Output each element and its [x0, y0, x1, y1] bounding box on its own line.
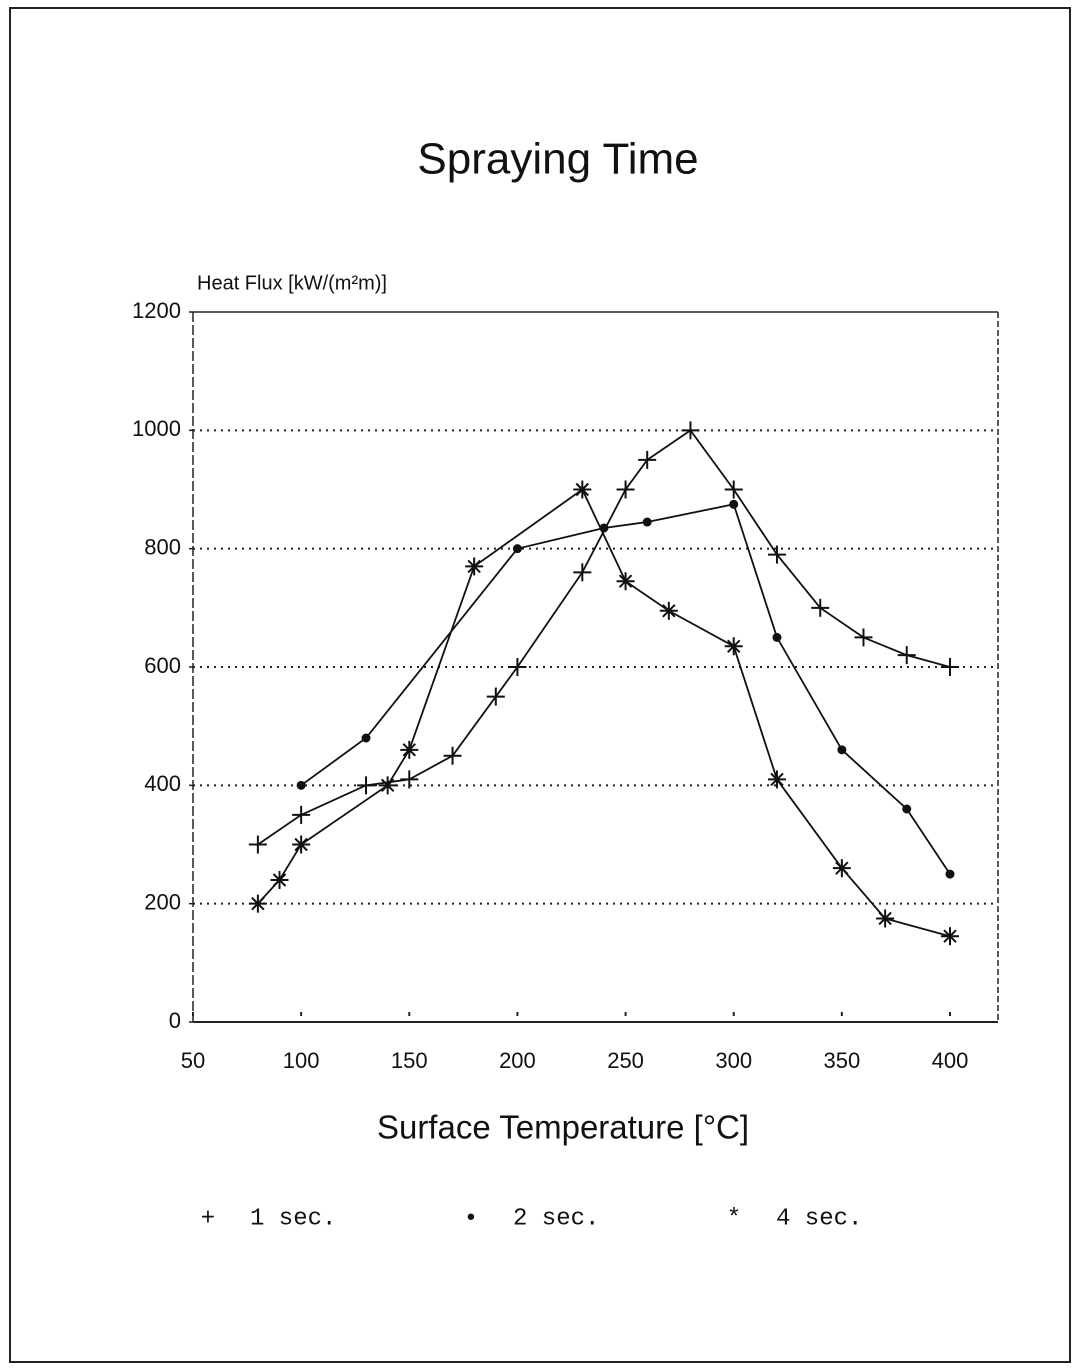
data-point — [767, 770, 786, 789]
marker-stroke — [770, 772, 784, 787]
dot-marker — [945, 869, 955, 879]
data-point — [876, 909, 895, 928]
data-point — [659, 601, 678, 620]
series-line — [300, 503, 951, 875]
dot-marker — [772, 632, 782, 642]
legend-label: 2 sec. — [513, 1205, 599, 1232]
legend-label: 4 sec. — [776, 1205, 862, 1232]
data-point — [378, 776, 397, 795]
data-point — [724, 480, 743, 499]
y-tick-label: 200 — [144, 889, 181, 914]
data-point — [724, 637, 743, 656]
marker-stroke — [878, 911, 892, 926]
marker-stroke — [575, 482, 590, 497]
chart-title: Spraying Time — [417, 135, 698, 184]
data-point — [772, 632, 782, 642]
data-point — [357, 776, 376, 795]
x-tick-label: 350 — [823, 1048, 860, 1073]
data-point — [767, 545, 786, 564]
data-point — [902, 804, 912, 814]
x-tick-label: 300 — [715, 1048, 752, 1073]
data-point — [616, 572, 635, 591]
marker-stroke — [662, 604, 676, 618]
y-tick-label: 400 — [144, 771, 181, 796]
data-point — [443, 746, 462, 765]
dot-marker — [837, 745, 847, 755]
marker-stroke — [272, 873, 287, 887]
data-point — [832, 859, 851, 878]
x-tick-label: 100 — [283, 1048, 320, 1073]
y-tick-label: 800 — [144, 534, 181, 559]
data-point — [361, 733, 371, 743]
data-point — [729, 499, 739, 509]
marker-stroke — [402, 743, 416, 757]
series-line — [257, 488, 951, 938]
marker-stroke — [251, 896, 265, 911]
y-tick-label: 1200 — [132, 298, 181, 323]
x-tick-label: 200 — [499, 1048, 536, 1073]
data-point — [270, 871, 289, 889]
data-point — [616, 480, 635, 499]
marker-stroke — [380, 778, 395, 793]
data-point — [941, 927, 959, 946]
data-point — [642, 517, 652, 527]
data-point — [512, 544, 522, 554]
x-tick-label: 400 — [932, 1048, 969, 1073]
marker-stroke — [727, 639, 741, 653]
legend-marker: + — [201, 1205, 215, 1232]
data-point — [248, 835, 267, 854]
data-point — [573, 563, 592, 582]
data-point — [681, 421, 700, 440]
data-point — [296, 780, 306, 790]
data-point — [854, 628, 873, 647]
x-tick-label: 250 — [607, 1048, 644, 1073]
data-point — [292, 805, 311, 824]
marker-stroke — [294, 837, 308, 852]
x-tick-label: 50 — [181, 1048, 205, 1073]
data-point — [400, 770, 419, 789]
series-line — [257, 429, 951, 846]
x-axis-label: Surface Temperature [°C] — [377, 1109, 749, 1146]
x-tick-label: 150 — [391, 1048, 428, 1073]
dot-marker — [512, 544, 522, 554]
legend-label: 1 sec. — [250, 1205, 336, 1232]
data-point — [941, 658, 959, 676]
data-point — [897, 646, 916, 665]
data-point — [292, 835, 311, 854]
marker-stroke — [835, 861, 849, 875]
y-tick-label: 600 — [144, 653, 181, 678]
legend-marker: * — [727, 1205, 741, 1232]
data-point — [638, 450, 657, 469]
dot-marker — [902, 804, 912, 814]
data-point — [248, 894, 267, 913]
y-tick-label: 0 — [169, 1008, 181, 1033]
data-point — [486, 687, 505, 706]
legend-marker: • — [464, 1205, 478, 1232]
page-border — [9, 7, 1071, 1363]
marker-stroke — [467, 559, 481, 574]
marker-stroke — [943, 929, 957, 943]
data-point — [945, 869, 955, 879]
dot-marker — [729, 499, 739, 509]
data-point — [508, 658, 527, 676]
data-point — [465, 557, 484, 576]
data-point — [573, 480, 592, 499]
dot-marker — [642, 517, 652, 527]
y-axis-label: Heat Flux [kW/(m²m)] — [197, 272, 387, 294]
data-point — [837, 745, 847, 755]
marker-stroke — [618, 574, 633, 588]
dot-marker — [296, 780, 306, 790]
data-point — [400, 740, 419, 759]
data-point — [811, 598, 830, 617]
y-tick-label: 1000 — [132, 416, 181, 441]
dot-marker — [361, 733, 371, 743]
